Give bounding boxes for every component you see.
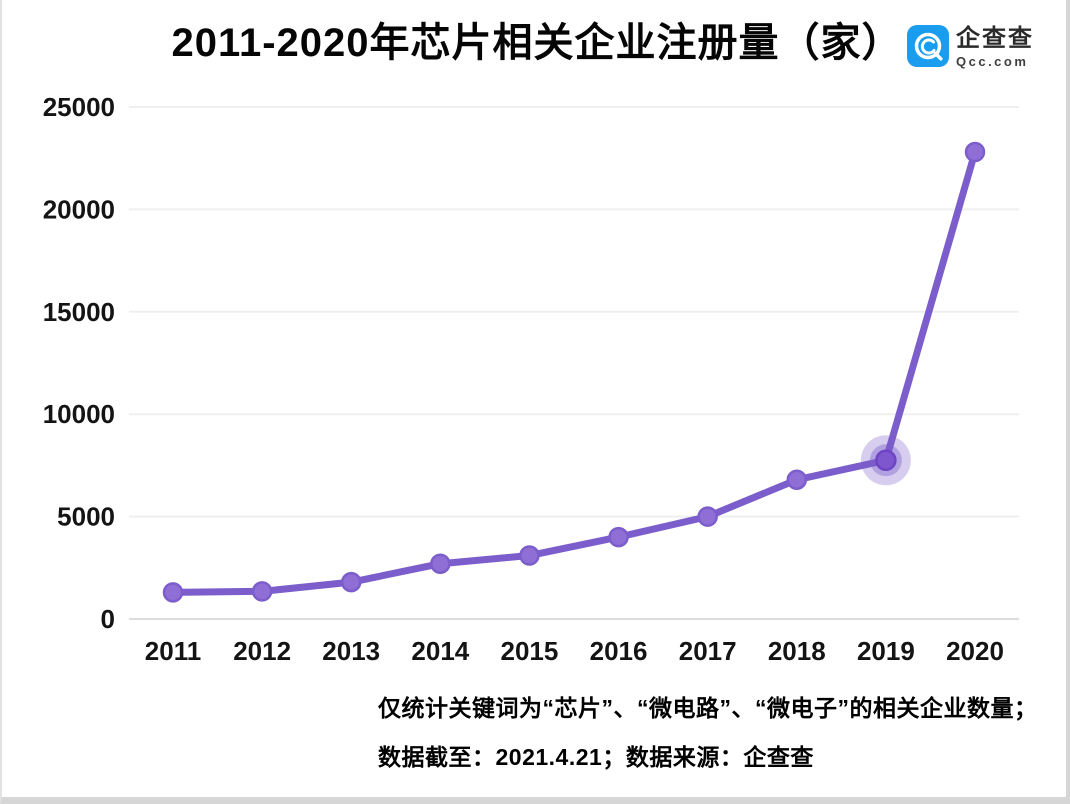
x-axis-tick-label: 2017 <box>679 636 737 666</box>
y-axis-tick-label: 5000 <box>57 502 115 532</box>
x-axis-tick-label: 2018 <box>768 636 826 666</box>
data-point <box>875 449 897 472</box>
series-line <box>169 148 979 596</box>
y-axis-tick-label: 15000 <box>43 297 115 327</box>
x-axis-tick-label: 2015 <box>501 636 559 666</box>
chart-title: 2011-2020年芯片相关企业注册量（家） <box>171 21 903 65</box>
y-axis-tick-label: 0 <box>101 604 115 634</box>
data-point <box>340 571 362 593</box>
qcc-logo-domain: Qcc.com <box>956 54 1029 69</box>
qcc-logo-name: 企查查 <box>956 25 1034 52</box>
x-axis-tick-label: 2016 <box>590 636 648 666</box>
qcc-logo-icon <box>907 25 949 67</box>
data-point <box>430 553 451 574</box>
x-axis-tick-label: 2011 <box>145 636 201 666</box>
line-chart: 0 5000 10000 15000 20000 25000 2011 2012 2013 201… <box>43 92 1019 666</box>
y-axis-tick-label: 25000 <box>43 92 115 122</box>
footnote-line-2: 数据截至：2021.4.21；数据来源：企查查 <box>378 744 814 770</box>
footnote-line-1: 仅统计关键词为“芯片”、“微电路”、“微电子”的相关企业数量； <box>378 695 1038 721</box>
x-axis-tick-label: 2019 <box>857 636 915 666</box>
y-axis-tick-label: 10000 <box>43 399 115 429</box>
data-point <box>251 581 273 602</box>
qcc-logo-text: 企查查 Qcc.com <box>956 25 1034 69</box>
x-axis-tick-label: 2013 <box>322 636 380 666</box>
data-point <box>162 582 184 603</box>
data-point <box>608 526 629 548</box>
x-axis-tick-label: 2012 <box>233 636 291 666</box>
x-axis-tick-label: 2014 <box>411 636 469 666</box>
data-point <box>519 545 540 566</box>
qcc-logo: 企查查 Qcc.com <box>907 25 1034 69</box>
data-point <box>964 141 986 163</box>
y-axis-tick-label: 20000 <box>43 194 115 224</box>
data-point <box>697 506 718 527</box>
x-axis-tick-label: 2020 <box>946 636 1004 666</box>
chart-footnote: 仅统计关键词为“芯片”、“微电路”、“微电子”的相关企业数量； 数据截至：202… <box>378 694 1038 792</box>
data-point <box>786 469 808 490</box>
